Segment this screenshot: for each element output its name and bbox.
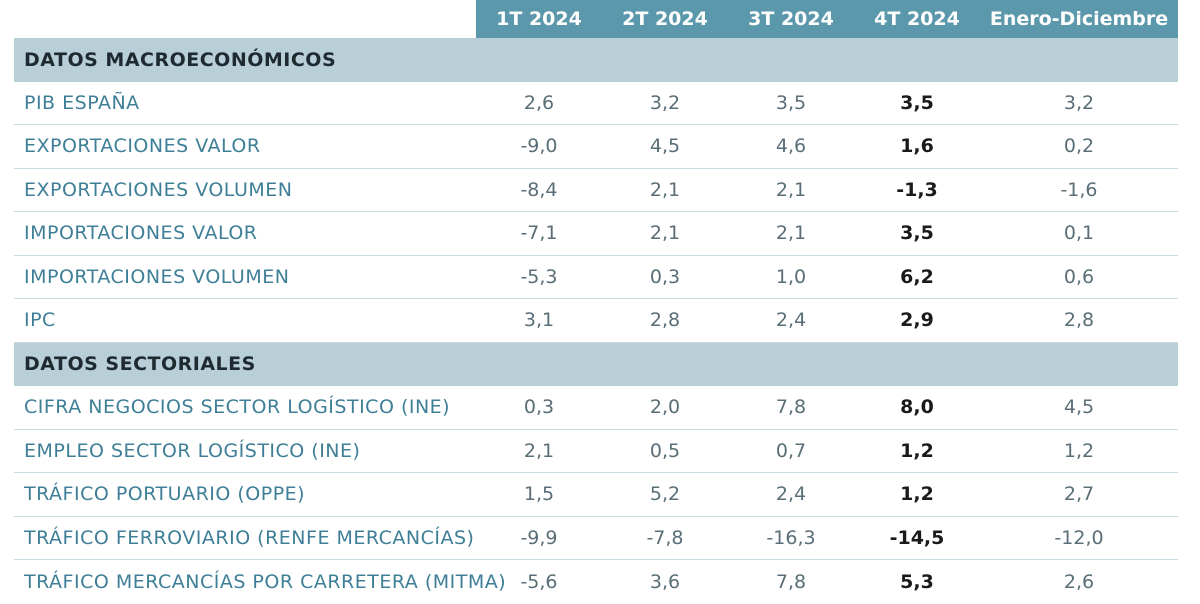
cell-1t: 3,1 <box>523 309 555 332</box>
table-row: TRÁFICO FERROVIARIO (RENFE MERCANCÍAS) -… <box>14 517 1178 560</box>
cell-3t: 2,4 <box>775 483 807 506</box>
cell-2t: 2,0 <box>649 396 681 419</box>
cell-year: 2,6 <box>1063 570 1095 593</box>
col-header-1t: 1T 2024 <box>476 0 602 38</box>
table-row: IMPORTACIONES VOLUMEN -5,3 0,3 1,0 6,2 0… <box>14 256 1178 299</box>
cell-4t: 3,5 <box>900 222 934 245</box>
col-header-year: Enero-Diciembre <box>980 0 1178 38</box>
data-table: 1T 2024 2T 2024 3T 2024 4T 2024 Enero-Di… <box>14 0 1178 604</box>
cell-2t: 5,2 <box>649 483 681 506</box>
section-header: DATOS SECTORIALES <box>14 342 1178 386</box>
row-label: CIFRA NEGOCIOS SECTOR LOGÍSTICO (INE) <box>14 396 476 419</box>
row-label: IPC <box>14 309 476 332</box>
row-label: EXPORTACIONES VOLUMEN <box>14 178 476 201</box>
row-label: IMPORTACIONES VALOR <box>14 222 476 245</box>
table-row: PIB ESPAÑA 2,6 3,2 3,5 3,5 3,2 <box>14 82 1178 125</box>
cell-year: -1,6 <box>1060 178 1098 201</box>
row-label: TRÁFICO PORTUARIO (OPPE) <box>14 483 476 506</box>
row-label: TRÁFICO MERCANCÍAS POR CARRETERA (MITMA) <box>14 570 506 593</box>
cell-4t: 6,2 <box>900 265 934 288</box>
header-row: 1T 2024 2T 2024 3T 2024 4T 2024 Enero-Di… <box>14 0 1178 38</box>
cell-2t: -7,8 <box>646 526 684 549</box>
cell-4t: 8,0 <box>900 396 934 419</box>
cell-2t: 0,5 <box>649 439 681 462</box>
cell-2t: 4,5 <box>649 135 681 158</box>
table-row: IPC 3,1 2,8 2,4 2,9 2,8 <box>14 299 1178 343</box>
cell-year: 0,6 <box>1063 265 1095 288</box>
cell-year: 2,8 <box>1063 309 1095 332</box>
cell-1t: 1,5 <box>523 483 555 506</box>
cell-2t: 2,1 <box>649 222 681 245</box>
cell-2t: 2,8 <box>649 309 681 332</box>
cell-4t: 1,2 <box>900 439 934 462</box>
cell-1t: 0,3 <box>523 396 555 419</box>
cell-4t: 1,2 <box>900 483 934 506</box>
cell-year: 2,7 <box>1063 483 1095 506</box>
cell-4t: -14,5 <box>889 526 945 549</box>
table-row: TRÁFICO MERCANCÍAS POR CARRETERA (MITMA)… <box>14 560 1178 604</box>
cell-3t: 1,0 <box>775 265 807 288</box>
col-header-3t: 3T 2024 <box>728 0 854 38</box>
cell-3t: 2,4 <box>775 309 807 332</box>
row-label: TRÁFICO FERROVIARIO (RENFE MERCANCÍAS) <box>14 526 476 549</box>
cell-4t: 1,6 <box>900 135 934 158</box>
cell-3t: 7,8 <box>775 570 807 593</box>
cell-2t: 3,6 <box>649 570 681 593</box>
cell-1t: -5,3 <box>520 265 558 288</box>
cell-2t: 2,1 <box>649 178 681 201</box>
row-label: EXPORTACIONES VALOR <box>14 135 476 158</box>
table-row: EMPLEO SECTOR LOGÍSTICO (INE) 2,1 0,5 0,… <box>14 430 1178 473</box>
row-label: IMPORTACIONES VOLUMEN <box>14 265 476 288</box>
cell-1t: -8,4 <box>520 178 558 201</box>
section-title: DATOS MACROECONÓMICOS <box>24 48 337 71</box>
section-title: DATOS SECTORIALES <box>24 353 256 376</box>
cell-1t: -9,0 <box>520 135 558 158</box>
cell-year: -12,0 <box>1054 526 1104 549</box>
cell-2t: 3,2 <box>649 91 681 114</box>
cell-year: 0,2 <box>1063 135 1095 158</box>
col-header-2t: 2T 2024 <box>602 0 728 38</box>
table-row: EXPORTACIONES VALOR -9,0 4,5 4,6 1,6 0,2 <box>14 125 1178 169</box>
cell-4t: 2,9 <box>900 309 934 332</box>
cell-3t: 4,6 <box>775 135 807 158</box>
cell-1t: 2,1 <box>523 439 555 462</box>
col-header-4t: 4T 2024 <box>854 0 980 38</box>
table-row: CIFRA NEGOCIOS SECTOR LOGÍSTICO (INE) 0,… <box>14 386 1178 430</box>
cell-3t: 7,8 <box>775 396 807 419</box>
cell-3t: 0,7 <box>775 439 807 462</box>
cell-2t: 0,3 <box>649 265 681 288</box>
table-row: IMPORTACIONES VALOR -7,1 2,1 2,1 3,5 0,1 <box>14 212 1178 256</box>
table-row: TRÁFICO PORTUARIO (OPPE) 1,5 5,2 2,4 1,2… <box>14 473 1178 517</box>
table-row: EXPORTACIONES VOLUMEN -8,4 2,1 2,1 -1,3 … <box>14 169 1178 212</box>
cell-3t: -16,3 <box>766 526 816 549</box>
cell-3t: 2,1 <box>775 178 807 201</box>
cell-1t: -7,1 <box>520 222 558 245</box>
cell-year: 1,2 <box>1063 439 1095 462</box>
section-header: DATOS MACROECONÓMICOS <box>14 38 1178 82</box>
cell-1t: 2,6 <box>523 91 555 114</box>
cell-4t: -1,3 <box>896 178 938 201</box>
row-label: EMPLEO SECTOR LOGÍSTICO (INE) <box>14 439 476 462</box>
cell-1t: -9,9 <box>520 526 558 549</box>
cell-4t: 5,3 <box>900 570 934 593</box>
row-label: PIB ESPAÑA <box>14 91 476 114</box>
cell-year: 4,5 <box>1063 396 1095 419</box>
cell-3t: 3,5 <box>775 91 807 114</box>
cell-4t: 3,5 <box>900 91 934 114</box>
cell-year: 0,1 <box>1063 222 1095 245</box>
cell-1t: -5,6 <box>520 570 558 593</box>
cell-3t: 2,1 <box>775 222 807 245</box>
cell-year: 3,2 <box>1063 91 1095 114</box>
